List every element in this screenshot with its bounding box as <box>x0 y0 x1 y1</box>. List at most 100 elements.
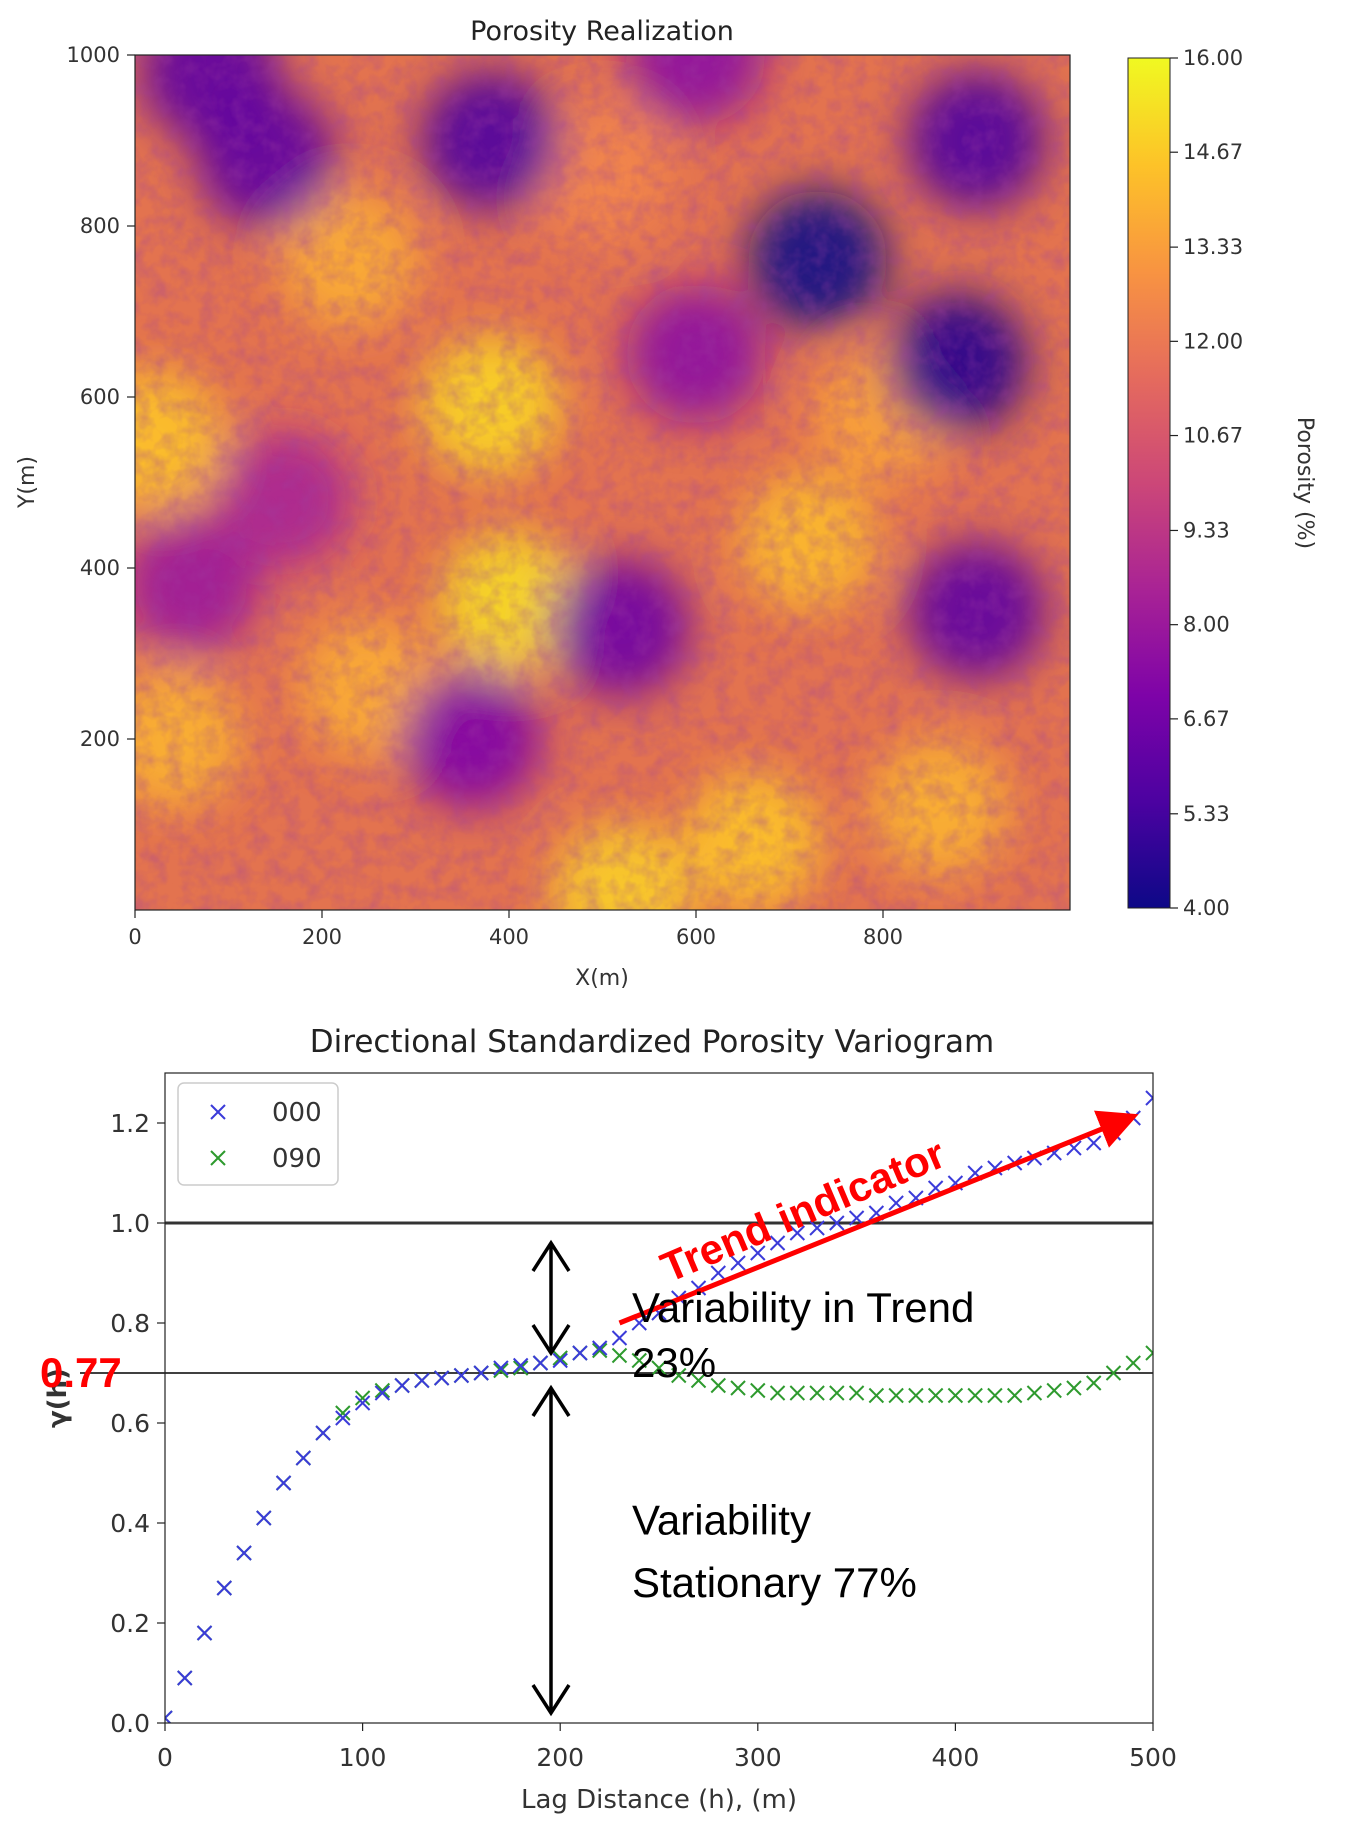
colorbar-tick-label: 16.00 <box>1183 46 1243 70</box>
data-point-090 <box>947 1387 964 1404</box>
legend: 000 090 <box>177 1082 339 1186</box>
legend-label-000: 000 <box>272 1098 322 1128</box>
data-point-000 <box>572 1345 588 1361</box>
variogram-x-axis-label: Lag Distance (h), (m) <box>521 1785 797 1815</box>
variogram-y-tick-label: 1.0 <box>110 1209 150 1238</box>
data-point-000 <box>216 1580 232 1596</box>
data-point-090 <box>1125 1355 1141 1371</box>
variogram-y-tick-label: 0.8 <box>110 1309 150 1338</box>
heatmap-frame <box>134 54 1071 911</box>
data-point-000 <box>710 1265 726 1281</box>
data-point-090 <box>730 1380 746 1396</box>
data-point-090 <box>671 1367 687 1384</box>
data-point-090 <box>651 1360 667 1376</box>
variogram-frame <box>164 1072 1154 1724</box>
data-point-000 <box>236 1545 252 1561</box>
data-point-000 <box>275 1475 292 1491</box>
sill-value-label: 0.77 <box>40 1349 122 1396</box>
data-point-000 <box>493 1360 509 1376</box>
data-point-090 <box>1006 1387 1023 1404</box>
data-point-000 <box>730 1255 746 1271</box>
variogram-y-tick-label: 0.6 <box>110 1409 150 1438</box>
data-point-090 <box>552 1350 568 1366</box>
data-point-000 <box>1145 1090 1153 1106</box>
data-point-090 <box>769 1385 786 1401</box>
data-point-000 <box>177 1670 193 1686</box>
data-point-000 <box>196 1625 213 1641</box>
data-point-090 <box>888 1387 904 1404</box>
data-point-000 <box>335 1410 351 1426</box>
variogram-x-tick-label: 0 <box>157 1743 173 1772</box>
heatmap-title: Porosity Realization <box>470 16 734 47</box>
data-point-090 <box>809 1385 825 1401</box>
data-point-090 <box>690 1372 707 1389</box>
data-point-000 <box>354 1395 371 1411</box>
data-point-000 <box>611 1330 628 1346</box>
data-point-090 <box>1066 1380 1082 1396</box>
variogram-y-tick-label: 1.2 <box>110 1109 150 1138</box>
data-point-090 <box>829 1385 845 1401</box>
data-point-090 <box>868 1387 885 1404</box>
data-point-090 <box>1046 1382 1062 1399</box>
heatmap-texture <box>135 55 1070 910</box>
trend-variability-percent: 23% <box>632 1339 716 1386</box>
data-point-000 <box>512 1357 529 1374</box>
colorbar-tick-label: 4.00 <box>1183 896 1230 920</box>
heatmap-y-tick-label: 200 <box>80 727 120 751</box>
trend-variability-label: Variability in Trend <box>632 1284 974 1331</box>
data-point-000 <box>374 1385 391 1401</box>
data-point-000 <box>315 1425 331 1441</box>
variogram-x-tick-label: 100 <box>339 1743 387 1772</box>
data-point-000 <box>473 1365 489 1381</box>
data-point-000 <box>789 1225 806 1241</box>
data-point-090 <box>611 1347 628 1364</box>
legend-marker-090 <box>210 1150 226 1166</box>
data-point-090 <box>512 1360 529 1376</box>
variogram-x-tick-label: 400 <box>932 1743 980 1772</box>
variogram-title: Directional Standardized Porosity Variog… <box>310 1024 994 1060</box>
data-point-090 <box>493 1362 509 1379</box>
heatmap-x-tick-label: 400 <box>489 925 529 949</box>
data-point-090 <box>1086 1375 1102 1391</box>
data-point-000 <box>433 1370 450 1386</box>
data-point-090 <box>710 1377 726 1394</box>
data-point-000 <box>256 1510 272 1526</box>
legend-box <box>177 1082 339 1186</box>
heatmap-x-tick-label: 800 <box>863 925 903 949</box>
legend-label-090: 090 <box>272 1144 322 1174</box>
colorbar-tick-label: 8.00 <box>1183 613 1230 637</box>
colorbar-tick-label: 10.67 <box>1183 424 1243 448</box>
data-point-090 <box>1026 1385 1043 1401</box>
data-point-090 <box>631 1352 647 1369</box>
data-point-000 <box>532 1355 549 1371</box>
data-point-090 <box>848 1385 865 1401</box>
heatmap-area <box>135 55 1070 910</box>
heatmap-x-tick-label: 600 <box>676 925 716 949</box>
variogram-x-tick-label: 300 <box>734 1743 782 1772</box>
data-point-000 <box>295 1450 312 1466</box>
data-point-090 <box>354 1390 371 1406</box>
data-point-000 <box>809 1220 825 1236</box>
colorbar-tick-label: 5.33 <box>1183 802 1230 826</box>
data-point-090 <box>374 1382 391 1399</box>
trend-variability-arrow <box>531 1239 571 1357</box>
data-point-090 <box>789 1385 806 1401</box>
colorbar-tick-label: 9.33 <box>1183 518 1230 542</box>
heatmap-y-axis-label: Y(m) <box>15 456 40 509</box>
data-point-000 <box>848 1210 865 1226</box>
data-point-000 <box>552 1352 568 1369</box>
legend-marker-000 <box>210 1104 226 1120</box>
data-point-090 <box>592 1342 608 1359</box>
heatmap-x-tick-label: 200 <box>302 925 342 949</box>
data-point-000 <box>394 1377 410 1394</box>
data-point-090 <box>908 1387 924 1404</box>
variogram-x-tick-label: 200 <box>536 1743 584 1772</box>
heatmap-y-tick-label: 600 <box>80 385 120 409</box>
data-point-000 <box>453 1367 470 1384</box>
colorbar-tick-label: 14.67 <box>1183 140 1243 164</box>
data-point-090 <box>967 1387 983 1404</box>
colorbar-label: Porosity (%) <box>1292 417 1317 549</box>
variogram-y-tick-label: 0.4 <box>110 1509 150 1538</box>
